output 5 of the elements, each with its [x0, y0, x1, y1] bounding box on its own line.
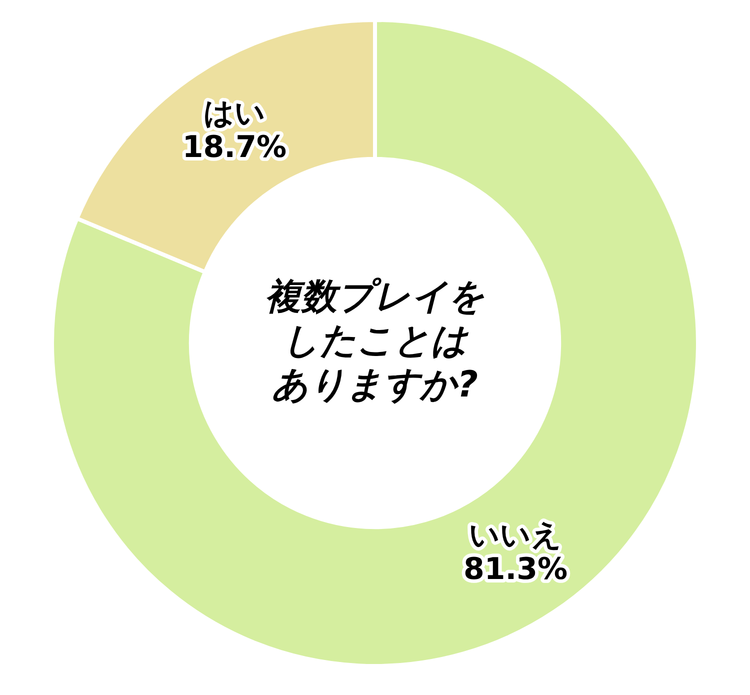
- slice-label: はい: [203, 96, 266, 131]
- data-label: 81.3%: [463, 552, 568, 587]
- slice-label: いいえ: [469, 518, 562, 553]
- text: 複数プレイをしたことはありますか?: [265, 276, 485, 406]
- data-label: 18.7%: [182, 130, 287, 165]
